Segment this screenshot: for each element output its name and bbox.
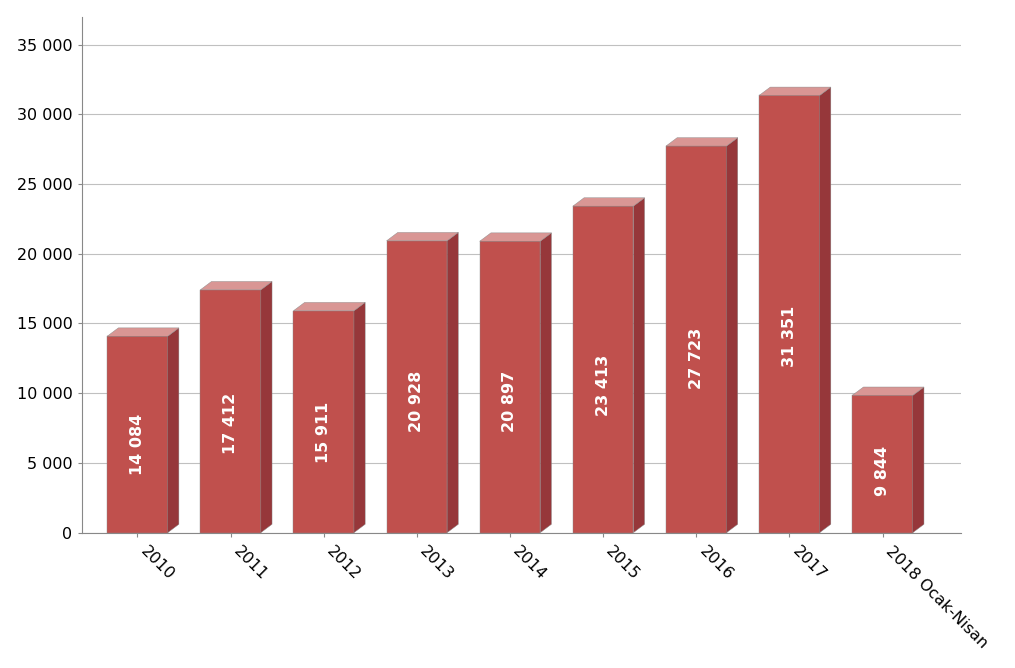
Polygon shape bbox=[912, 387, 924, 532]
Polygon shape bbox=[666, 138, 738, 146]
Text: 9 844: 9 844 bbox=[875, 446, 890, 496]
Text: 31 351: 31 351 bbox=[782, 305, 797, 367]
Polygon shape bbox=[200, 290, 261, 532]
Polygon shape bbox=[666, 146, 727, 532]
Polygon shape bbox=[540, 233, 551, 532]
Polygon shape bbox=[853, 395, 912, 532]
Text: 15 911: 15 911 bbox=[317, 402, 331, 464]
Polygon shape bbox=[293, 303, 365, 311]
Polygon shape bbox=[200, 281, 272, 290]
Polygon shape bbox=[293, 311, 354, 532]
Polygon shape bbox=[448, 232, 459, 532]
Polygon shape bbox=[727, 138, 738, 532]
Polygon shape bbox=[261, 281, 272, 532]
Text: 20 897: 20 897 bbox=[502, 371, 518, 432]
Text: 14 084: 14 084 bbox=[130, 413, 145, 475]
Text: 17 412: 17 412 bbox=[223, 393, 239, 454]
Polygon shape bbox=[633, 198, 645, 532]
Polygon shape bbox=[572, 198, 645, 206]
Polygon shape bbox=[759, 87, 831, 96]
Text: 23 413: 23 413 bbox=[596, 355, 611, 416]
Polygon shape bbox=[759, 96, 820, 532]
Polygon shape bbox=[853, 387, 924, 395]
Polygon shape bbox=[572, 206, 633, 532]
Polygon shape bbox=[480, 233, 551, 241]
Polygon shape bbox=[108, 328, 179, 336]
Polygon shape bbox=[108, 336, 167, 532]
Polygon shape bbox=[387, 232, 459, 240]
Polygon shape bbox=[167, 328, 179, 532]
Text: 20 928: 20 928 bbox=[409, 371, 424, 432]
Polygon shape bbox=[387, 240, 448, 532]
Text: 27 723: 27 723 bbox=[689, 328, 703, 389]
Polygon shape bbox=[480, 241, 540, 532]
Polygon shape bbox=[354, 303, 365, 532]
Polygon shape bbox=[820, 87, 831, 532]
